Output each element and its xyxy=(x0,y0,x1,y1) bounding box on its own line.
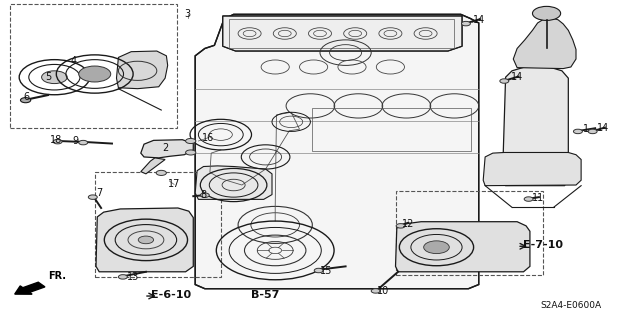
Circle shape xyxy=(461,21,470,26)
Circle shape xyxy=(156,170,166,175)
Circle shape xyxy=(371,289,380,293)
Polygon shape xyxy=(96,208,193,272)
Text: 3: 3 xyxy=(184,9,191,19)
Polygon shape xyxy=(396,222,530,272)
Text: 14: 14 xyxy=(596,123,609,133)
Text: E-6-10: E-6-10 xyxy=(152,290,191,300)
Text: 5: 5 xyxy=(45,71,51,82)
Circle shape xyxy=(186,150,196,155)
Polygon shape xyxy=(141,140,193,158)
Text: 4: 4 xyxy=(70,56,77,66)
Polygon shape xyxy=(141,158,165,174)
Text: 14: 14 xyxy=(472,15,485,25)
Text: 9: 9 xyxy=(72,136,79,146)
Polygon shape xyxy=(502,67,568,186)
Text: 15: 15 xyxy=(320,265,333,276)
Text: 6: 6 xyxy=(24,92,30,102)
Circle shape xyxy=(524,197,533,201)
Circle shape xyxy=(532,6,561,20)
Polygon shape xyxy=(195,166,272,199)
Text: S2A4-E0600A: S2A4-E0600A xyxy=(540,301,602,310)
Text: 7: 7 xyxy=(96,188,102,198)
Circle shape xyxy=(88,195,97,199)
Circle shape xyxy=(588,129,597,134)
Text: 18: 18 xyxy=(50,135,63,145)
Circle shape xyxy=(186,138,196,144)
Text: 11: 11 xyxy=(531,193,544,203)
Text: B-57: B-57 xyxy=(252,290,280,300)
FancyArrow shape xyxy=(15,282,45,294)
Polygon shape xyxy=(513,18,576,69)
Bar xyxy=(396,191,543,275)
Circle shape xyxy=(500,79,509,83)
Circle shape xyxy=(53,139,62,144)
Circle shape xyxy=(573,129,582,134)
Circle shape xyxy=(138,236,154,244)
Bar xyxy=(312,108,471,151)
Text: 12: 12 xyxy=(402,219,415,229)
Circle shape xyxy=(396,224,405,228)
Circle shape xyxy=(118,275,127,279)
Bar xyxy=(229,19,454,48)
Text: 17: 17 xyxy=(168,179,180,189)
Text: 14: 14 xyxy=(511,72,524,82)
Bar xyxy=(10,4,177,128)
Bar xyxy=(95,172,221,277)
Circle shape xyxy=(20,98,31,103)
Text: 2: 2 xyxy=(162,143,168,153)
Polygon shape xyxy=(223,16,462,51)
Text: 1: 1 xyxy=(582,124,589,134)
Text: 13: 13 xyxy=(127,272,140,282)
Polygon shape xyxy=(116,51,168,89)
Circle shape xyxy=(79,140,88,145)
Polygon shape xyxy=(195,14,479,289)
Text: 10: 10 xyxy=(376,286,389,296)
Text: E-7-10: E-7-10 xyxy=(523,240,563,250)
Circle shape xyxy=(42,71,67,84)
Circle shape xyxy=(424,241,449,254)
Circle shape xyxy=(79,66,111,82)
Text: 16: 16 xyxy=(202,133,214,143)
Polygon shape xyxy=(483,152,581,186)
Circle shape xyxy=(200,193,209,197)
Text: FR.: FR. xyxy=(48,271,66,281)
Text: 8: 8 xyxy=(200,189,207,200)
Circle shape xyxy=(314,268,323,273)
